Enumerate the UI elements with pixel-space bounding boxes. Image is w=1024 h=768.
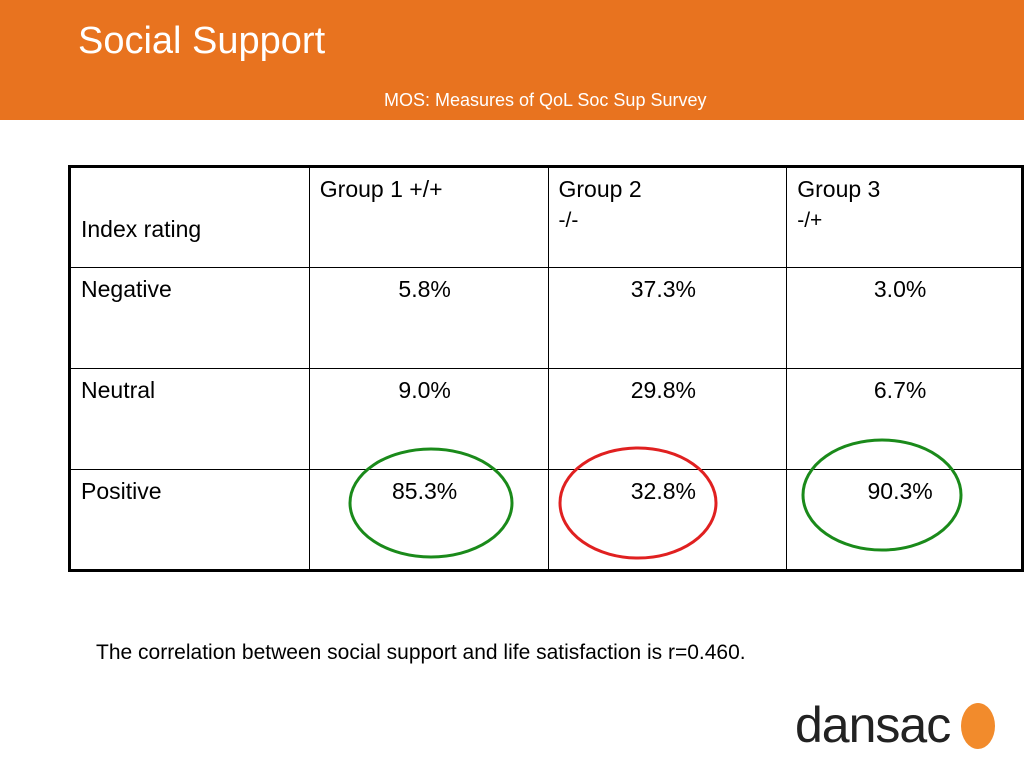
group1-label: Group 1 +/+	[319, 176, 443, 202]
table-row: Negative 5.8% 37.3% 3.0%	[69, 267, 1023, 369]
cell-negative-group1: 5.8%	[308, 267, 549, 369]
row-label-positive: Positive	[69, 469, 310, 571]
dansac-logo: dansac	[795, 695, 1005, 755]
group3-sublabel: -/+	[797, 209, 823, 232]
cell-positive-group3: 90.3%	[786, 469, 1023, 571]
table-row: Neutral 9.0% 29.8% 6.7%	[69, 368, 1023, 470]
group3-label: Group 3	[797, 176, 881, 202]
cell-positive-group1: 85.3%	[308, 469, 549, 571]
cell-neutral-group2: 29.8%	[547, 368, 788, 470]
cell-neutral-group1: 9.0%	[308, 368, 549, 470]
row-label-neutral: Neutral	[69, 368, 310, 470]
logo-wordmark: dansac	[795, 697, 951, 753]
logo-dot-icon	[961, 703, 995, 749]
cell-positive-group2: 32.8%	[547, 469, 788, 571]
slide-subtitle: MOS: Measures of QoL Soc Sup Survey	[384, 90, 707, 110]
header-group2-cell: Group 2 -/-	[547, 166, 788, 268]
index-rating-label: Index rating	[81, 216, 202, 242]
header-group1-cell: Group 1 +/+	[308, 166, 549, 268]
cell-negative-group2: 37.3%	[547, 267, 788, 369]
cell-negative-group3: 3.0%	[786, 267, 1023, 369]
header-index-cell: Index rating	[69, 166, 310, 268]
table-header-row: Index rating Group 1 +/+ Group 2 -/- Gro…	[69, 166, 1023, 268]
results-table: Index rating Group 1 +/+ Group 2 -/- Gro…	[68, 165, 1024, 572]
table-row: Positive 85.3% 32.8% 90.3%	[69, 469, 1023, 571]
cell-neutral-group3: 6.7%	[786, 368, 1023, 470]
header-group3-cell: Group 3 -/+	[786, 166, 1023, 268]
slide-title: Social Support	[78, 20, 326, 62]
group2-label: Group 2	[558, 176, 642, 202]
correlation-note: The correlation between social support a…	[96, 641, 746, 664]
row-label-negative: Negative	[69, 267, 310, 369]
group2-sublabel: -/-	[558, 209, 579, 232]
slide-header: Social Support MOS: Measures of QoL Soc …	[0, 0, 1024, 120]
